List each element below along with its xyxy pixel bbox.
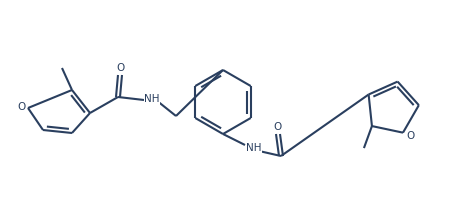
- Text: O: O: [17, 102, 25, 112]
- Text: NH: NH: [144, 94, 160, 104]
- Text: O: O: [116, 63, 124, 73]
- Text: O: O: [407, 131, 415, 141]
- Text: NH: NH: [246, 143, 262, 153]
- Text: O: O: [274, 122, 282, 132]
